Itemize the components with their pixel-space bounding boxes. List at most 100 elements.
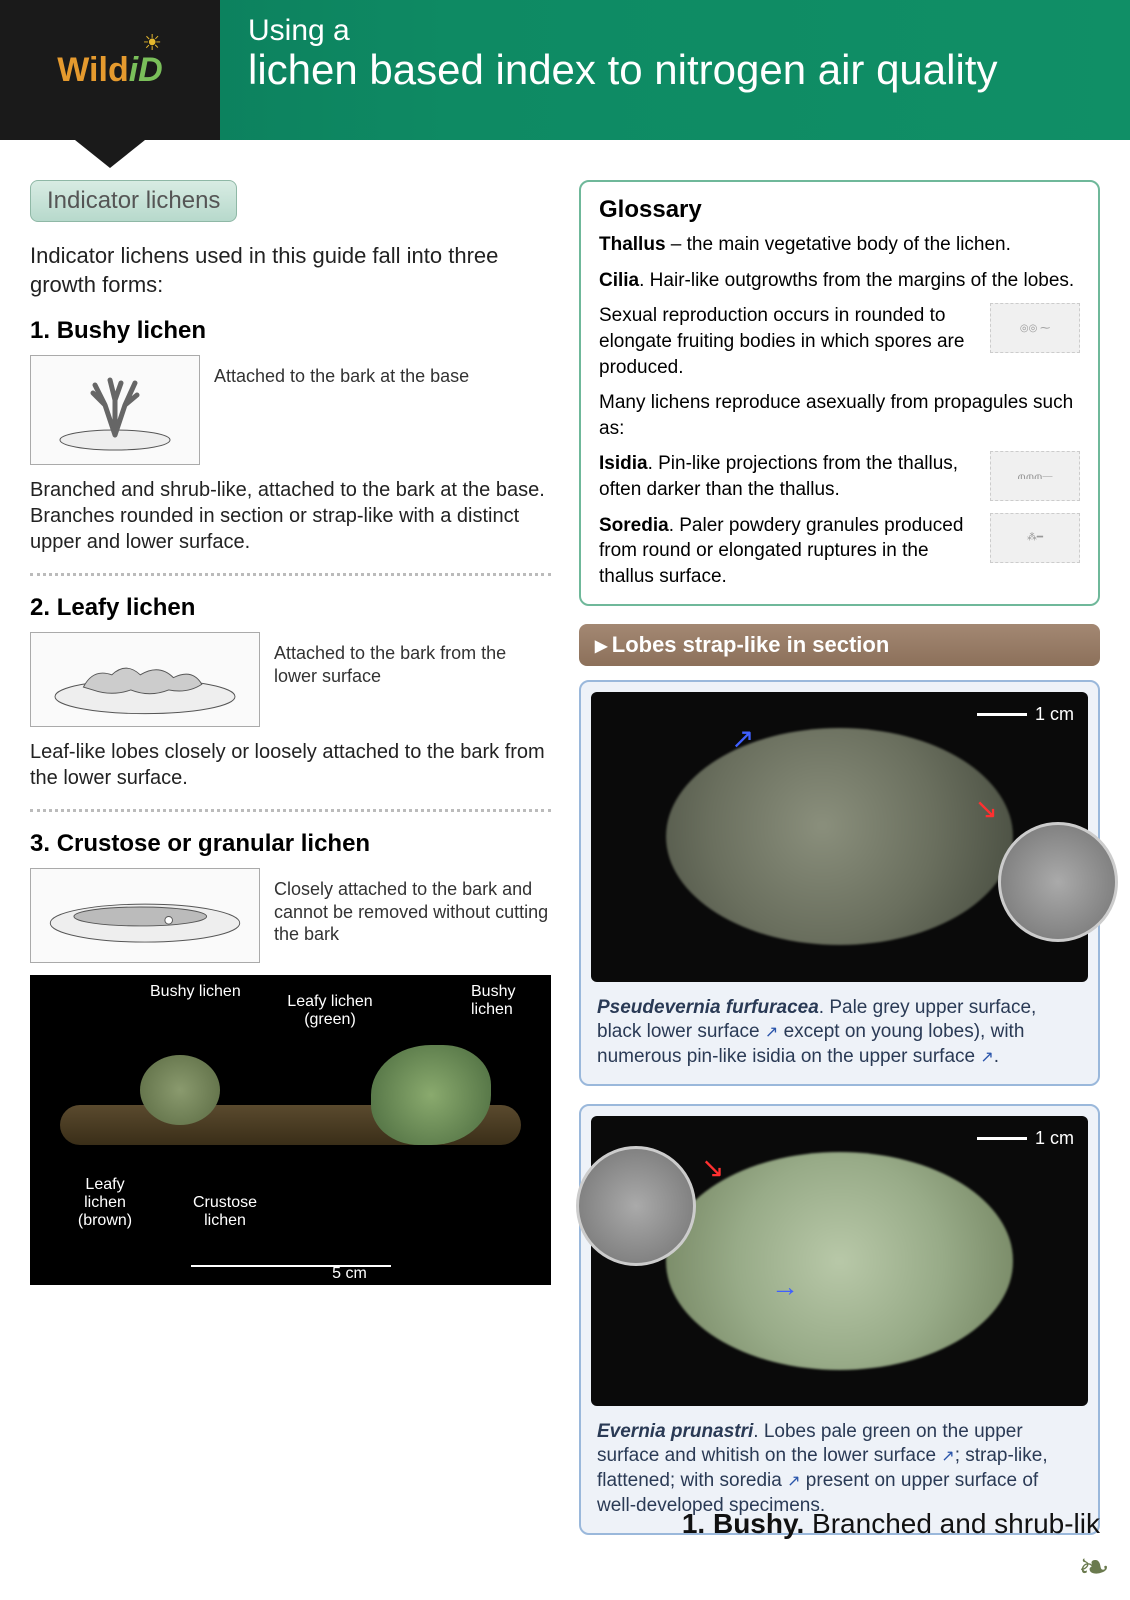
scale-value: 1 cm bbox=[1035, 704, 1074, 725]
species-description-1: Pseudevernia furfuracea. Pale grey upper… bbox=[591, 992, 1088, 1074]
left-column: Indicator lichens Indicator lichens used… bbox=[30, 180, 551, 1553]
form-annotation-2: Attached to the bark from the lower surf… bbox=[274, 632, 551, 687]
key-heading-pill: Lobes strap-like in section bbox=[579, 624, 1100, 666]
page-header: ☀ WildiD Using a lichen based index to n… bbox=[0, 0, 1130, 140]
form-title-1: 1. Bushy lichen bbox=[30, 317, 551, 345]
growth-form-3: 3. Crustose or granular lichen Closely a… bbox=[30, 830, 551, 963]
arrow-blue-icon: → bbox=[771, 1271, 799, 1303]
form-title-2: 2. Leafy lichen bbox=[30, 594, 551, 622]
form-annotation-3: Closely attached to the bark and cannot … bbox=[274, 868, 551, 946]
species-photo-1: 1 cm ↘ ↗ bbox=[591, 692, 1088, 982]
bushy-illustration bbox=[30, 355, 200, 465]
label-bushy-right: Bushy lichen bbox=[471, 983, 531, 1019]
species-name: Pseudevernia furfuracea bbox=[597, 997, 819, 1018]
footer-num: 1. bbox=[682, 1508, 705, 1539]
scale-bar-icon bbox=[977, 713, 1027, 716]
def: . Hair-like outgrowths from the margins … bbox=[639, 270, 1074, 291]
logo-block: ☀ WildiD bbox=[0, 0, 220, 140]
scale-badge: 1 cm bbox=[977, 1128, 1074, 1149]
form-title-3: 3. Crustose or granular lichen bbox=[30, 830, 551, 858]
arrow-blue-icon: ↗ bbox=[731, 722, 754, 755]
pointer-icon: ↗ bbox=[765, 1024, 778, 1041]
section-heading-pill: Indicator lichens bbox=[30, 180, 237, 222]
footer-caption: 1. Bushy. Branched and shrub-lik bbox=[682, 1508, 1100, 1540]
glossary-soredia: ⁂━ Soredia. Paler powdery granules produ… bbox=[599, 513, 1080, 590]
isidia-icon: ጠጠጠ━ bbox=[990, 451, 1080, 501]
crustose-illustration bbox=[30, 868, 260, 963]
fruiting-body-icon: ◎◎ ⁓ bbox=[990, 303, 1080, 353]
form-name: Crustose or granular lichen bbox=[57, 830, 370, 857]
illustration-row-1: Attached to the bark at the base bbox=[30, 355, 551, 465]
species-name: Evernia prunastri bbox=[597, 1421, 753, 1442]
arrow-red-icon: ↘ bbox=[975, 792, 998, 825]
form-body-1: Branched and shrub-like, attached to the… bbox=[30, 477, 551, 555]
scale-badge: 1 cm bbox=[977, 704, 1074, 725]
form-num: 3. bbox=[30, 830, 50, 857]
glossary-thallus: Thallus – the main vegetative body of th… bbox=[599, 232, 1080, 258]
right-column: Glossary Thallus – the main vegetative b… bbox=[579, 180, 1100, 1553]
header-title: lichen based index to nitrogen air quali… bbox=[248, 48, 1110, 92]
logo-id: iD bbox=[129, 51, 163, 89]
growth-form-1: 1. Bushy lichen Attached to the bark at … bbox=[30, 317, 551, 555]
logo-text: WildiD bbox=[57, 51, 162, 90]
soredia-icon: ⁂━ bbox=[990, 513, 1080, 563]
glossary-cilia: Cilia. Hair-like outgrowths from the mar… bbox=[599, 268, 1080, 294]
term: Isidia bbox=[599, 453, 648, 474]
species-card-pseudevernia: 1 cm ↘ ↗ Pseudevernia furfuracea. Pale g… bbox=[579, 680, 1100, 1086]
illustration-row-2: Attached to the bark from the lower surf… bbox=[30, 632, 551, 727]
species-card-evernia: 1 cm ↘ → Evernia prunastri. Lobes pale g… bbox=[579, 1104, 1100, 1535]
species-description-2: Evernia prunastri. Lobes pale green on t… bbox=[591, 1416, 1088, 1523]
glossary-box: Glossary Thallus – the main vegetative b… bbox=[579, 180, 1100, 606]
text: Sexual reproduction occurs in rounded to… bbox=[599, 305, 964, 377]
label-leafy-green: Leafy lichen (green) bbox=[275, 993, 385, 1029]
leafy-illustration bbox=[30, 632, 260, 727]
pointer-icon: ↗ bbox=[980, 1049, 993, 1066]
form-annotation-1: Attached to the bark at the base bbox=[214, 355, 469, 388]
crustose-svg-icon bbox=[35, 871, 255, 961]
sun-icon: ☀ bbox=[142, 30, 162, 56]
label-leafy-brown: Leafy lichen (brown) bbox=[70, 1176, 140, 1230]
content-area: Indicator lichens Indicator lichens used… bbox=[0, 140, 1130, 1573]
desc-c: . bbox=[994, 1046, 999, 1067]
divider bbox=[30, 809, 551, 812]
form-num: 1. bbox=[30, 317, 50, 344]
form-num: 2. bbox=[30, 594, 50, 621]
divider bbox=[30, 573, 551, 576]
form-body-2: Leaf-like lobes closely or loosely attac… bbox=[30, 739, 551, 791]
species-photo-2: 1 cm ↘ → bbox=[591, 1116, 1088, 1406]
pointer-icon: ↗ bbox=[941, 1448, 954, 1465]
pointer-icon: ↗ bbox=[787, 1473, 800, 1490]
label-bushy-top: Bushy lichen bbox=[150, 983, 241, 1001]
leafy-blob bbox=[371, 1045, 491, 1145]
glossary-asexual-intro: Many lichens reproduce asexually from pr… bbox=[599, 390, 1080, 441]
logo-wild: Wild bbox=[57, 51, 128, 89]
arrow-red-icon: ↘ bbox=[701, 1151, 724, 1184]
bushy-blob bbox=[140, 1055, 220, 1125]
form-name: Bushy lichen bbox=[57, 317, 206, 344]
term: Thallus bbox=[599, 234, 666, 255]
footer-name: Bushy. bbox=[713, 1508, 804, 1539]
term: Soredia bbox=[599, 515, 669, 536]
scale-value: 1 cm bbox=[1035, 1128, 1074, 1149]
header-titles: Using a lichen based index to nitrogen a… bbox=[220, 0, 1130, 140]
footer-rest: Branched and shrub-lik bbox=[804, 1508, 1100, 1539]
def: – the main vegetative body of the lichen… bbox=[666, 234, 1011, 255]
inset-detail bbox=[998, 822, 1118, 942]
label-crustose: Crustose lichen bbox=[185, 1194, 265, 1230]
bushy-svg-icon bbox=[45, 365, 185, 455]
glossary-isidia: ጠጠጠ━ Isidia. Pin-like projections from t… bbox=[599, 451, 1080, 502]
glossary-title: Glossary bbox=[599, 196, 1080, 224]
illustration-row-3: Closely attached to the bark and cannot … bbox=[30, 868, 551, 963]
inset-detail bbox=[576, 1146, 696, 1266]
form-name: Leafy lichen bbox=[57, 594, 196, 621]
lichen-graphic bbox=[666, 728, 1014, 946]
term: Cilia bbox=[599, 270, 639, 291]
def: . Pin-like projections from the thallus,… bbox=[599, 453, 958, 500]
scale-bar-icon bbox=[977, 1137, 1027, 1140]
intro-text: Indicator lichens used in this guide fal… bbox=[30, 242, 551, 299]
leafy-svg-icon bbox=[35, 635, 255, 725]
composite-photo: Bushy lichen Leafy lichen (green) Bushy … bbox=[30, 975, 551, 1285]
leaf-icon: ❧ bbox=[1078, 1545, 1110, 1590]
header-subtitle: Using a bbox=[248, 14, 1110, 48]
glossary-sexual: ◎◎ ⁓ Sexual reproduction occurs in round… bbox=[599, 303, 1080, 380]
